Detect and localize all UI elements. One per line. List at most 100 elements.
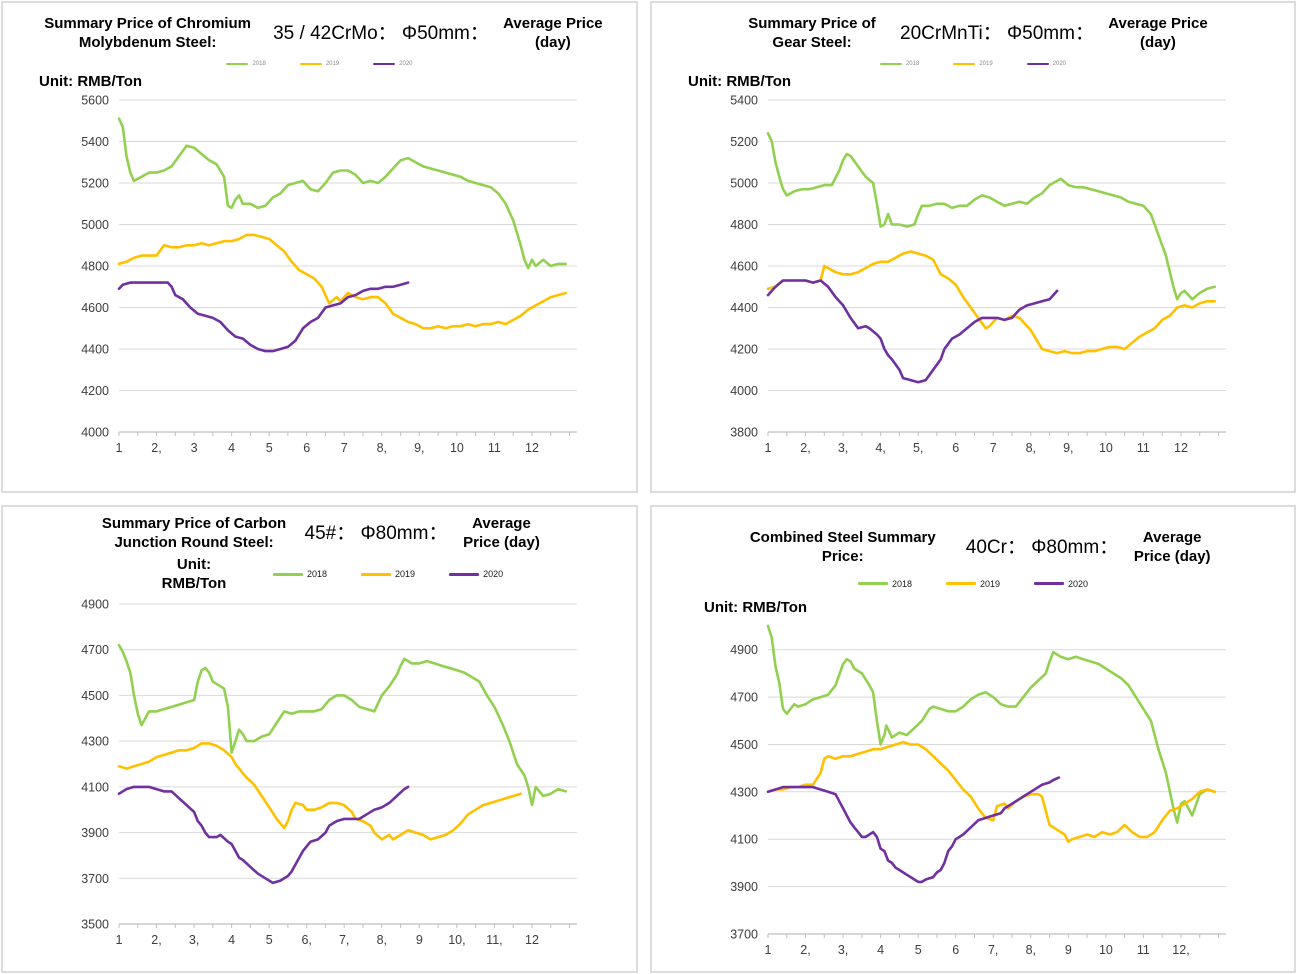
svg-text:4600: 4600 (730, 259, 758, 273)
title-metric: Average Price (day) (1108, 15, 1208, 51)
svg-text:3500: 3500 (81, 917, 109, 931)
svg-text:9: 9 (1065, 943, 1072, 957)
svg-text:7,: 7, (988, 943, 998, 957)
legend-item-2020: 2020 (449, 569, 503, 579)
legend-label: 2018 (252, 60, 266, 67)
legend-line-2018 (857, 582, 888, 585)
svg-text:10: 10 (1099, 441, 1113, 455)
svg-text:4000: 4000 (730, 384, 758, 398)
svg-text:12: 12 (525, 933, 539, 947)
legend-label: 2019 (979, 60, 993, 67)
svg-text:3,: 3, (838, 441, 848, 455)
svg-text:6: 6 (952, 441, 959, 455)
svg-text:4500: 4500 (730, 738, 758, 752)
chart-title: Summary Price of Carbon Junction Round S… (3, 515, 636, 553)
legend-label: 2020 (399, 60, 413, 67)
svg-text:12,: 12, (1172, 943, 1189, 957)
svg-text:4300: 4300 (81, 734, 109, 748)
svg-text:11: 11 (1137, 943, 1150, 957)
legend-item-2020: 2020 (1026, 61, 1066, 67)
svg-text:4000: 4000 (81, 425, 109, 439)
unit-label: Unit: RMB/Ton (688, 72, 792, 90)
svg-text:3900: 3900 (81, 826, 109, 840)
svg-text:8,: 8, (377, 441, 387, 455)
svg-text:6,: 6, (301, 933, 311, 947)
svg-text:4800: 4800 (730, 218, 758, 232)
legend-item-2019: 2019 (945, 579, 1000, 589)
svg-text:1: 1 (765, 943, 772, 957)
chart-panel-gear-steel: Summary Price of Gear Steel: 20CrMnTi： Φ… (650, 1, 1296, 493)
legend-item-2018: 2018 (273, 569, 327, 579)
svg-text:2,: 2, (151, 933, 161, 947)
svg-text:7: 7 (990, 441, 997, 455)
svg-text:8,: 8, (1026, 441, 1036, 455)
svg-text:4400: 4400 (81, 342, 109, 356)
unit-and-legend-row: Unit: RMB/Ton 2018 2019 2020 (151, 555, 636, 594)
title-product: Summary Price of Carbon Junction Round S… (101, 515, 287, 551)
svg-text:1: 1 (116, 441, 123, 455)
legend-line-2018 (273, 572, 303, 576)
legend-line-2020 (373, 62, 396, 65)
legend-item-2019: 2019 (953, 60, 993, 67)
svg-text:4100: 4100 (81, 780, 109, 794)
price-line-chart: 5400 5200 5000 4800 4600 4400 4200 4000 3800 1 2, 3… (730, 93, 1226, 455)
svg-text:3700: 3700 (730, 927, 758, 941)
legend-label: 2018 (307, 569, 328, 579)
chart-panel-combined-steel: Combined Steel Summary Price: 40Cr： Φ80m… (650, 505, 1296, 973)
svg-text:1: 1 (765, 441, 772, 455)
svg-text:4: 4 (228, 441, 235, 455)
legend-line-2019 (361, 572, 392, 576)
svg-text:4200: 4200 (730, 342, 758, 356)
svg-text:4: 4 (877, 943, 884, 957)
chart-title: Summary Price of Chromium Molybdenum Ste… (3, 15, 636, 53)
svg-text:11,: 11, (486, 933, 502, 947)
unit-label: Unit: RMB/Ton (704, 598, 808, 616)
legend-label: 2018 (891, 578, 912, 589)
title-metric: Average Price (day) (463, 515, 540, 551)
svg-text:3700: 3700 (81, 871, 109, 885)
title-spec: 40Cr： Φ80mm： (965, 536, 1119, 558)
svg-text:5: 5 (915, 943, 922, 957)
price-line-chart: 4900 4700 4500 4300 4100 3900 3700 3500 1 2, 3, 4 5 6… (81, 597, 577, 947)
legend-line-2019 (953, 62, 976, 65)
legend-line-2019 (945, 582, 976, 585)
svg-text:4300: 4300 (730, 785, 758, 799)
svg-text:6: 6 (303, 441, 310, 455)
svg-text:5000: 5000 (81, 218, 109, 232)
legend: 2018 2019 2020 (273, 569, 503, 579)
svg-text:4200: 4200 (81, 384, 109, 398)
svg-text:5400: 5400 (81, 135, 109, 149)
legend-item-2019: 2019 (299, 60, 340, 67)
svg-text:9: 9 (416, 933, 423, 947)
svg-text:4700: 4700 (81, 643, 109, 657)
svg-text:1: 1 (116, 933, 123, 947)
svg-text:4500: 4500 (81, 688, 109, 702)
svg-text:3900: 3900 (730, 880, 758, 894)
title-spec: 45#： Φ80mm： (304, 522, 448, 544)
svg-text:4400: 4400 (730, 301, 758, 315)
svg-text:12: 12 (1174, 441, 1188, 455)
svg-text:4700: 4700 (730, 690, 758, 704)
svg-text:3800: 3800 (730, 425, 758, 439)
svg-text:11: 11 (488, 441, 501, 455)
svg-text:3,: 3, (189, 933, 199, 947)
title-product: Summary Price of Gear Steel: (748, 15, 876, 51)
legend-line-2018 (879, 62, 902, 65)
svg-text:4100: 4100 (730, 832, 758, 846)
chart-panel-chromium-molybdenum-steel: Summary Price of Chromium Molybdenum Ste… (1, 1, 638, 493)
legend-item-2018: 2018 (879, 61, 919, 67)
unit-label: Unit: RMB/Ton (39, 72, 143, 90)
legend: 2018 2019 2020 (652, 579, 1294, 589)
legend-line-2018 (226, 62, 249, 65)
legend-line-2020 (1026, 62, 1049, 65)
legend-line-2020 (449, 572, 480, 576)
svg-text:11: 11 (1137, 441, 1150, 455)
svg-text:5,: 5, (913, 441, 923, 455)
title-spec: 20CrMnTi： Φ50mm： (900, 22, 1094, 44)
svg-text:4900: 4900 (81, 597, 109, 611)
legend-label: 2019 (325, 60, 340, 67)
svg-text:5: 5 (266, 933, 273, 947)
legend-item-2020: 2020 (1034, 579, 1088, 589)
svg-text:8,: 8, (377, 933, 387, 947)
svg-text:6: 6 (952, 943, 959, 957)
